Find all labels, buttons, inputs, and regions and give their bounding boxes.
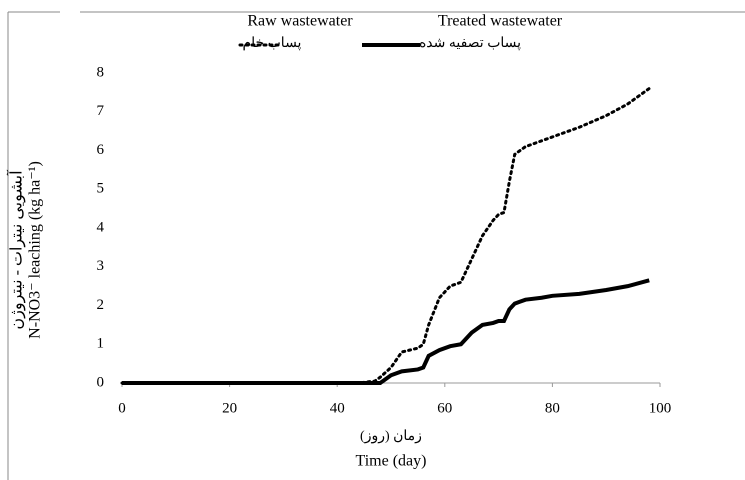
x-tick-label: 60 (437, 400, 452, 416)
y-tick-label: 8 (97, 64, 105, 80)
y-tick-label: 3 (97, 258, 105, 274)
y-tick-label: 1 (97, 336, 105, 352)
x-tick-label: 40 (330, 400, 345, 416)
y-tick-label: 0 (97, 374, 105, 390)
x-tick-label: 20 (222, 400, 237, 416)
legend-label: Treated wastewater (438, 13, 563, 30)
y-axis-label-fa: آبشویی نیترات - نیتروژن (6, 169, 26, 330)
x-axis-label-fa: زمان (روز) (360, 429, 422, 444)
y-tick-label: 6 (97, 142, 105, 158)
y-tick-label: 2 (97, 297, 105, 313)
x-tick-label: 100 (649, 400, 672, 416)
y-tick-label: 7 (97, 103, 105, 119)
legend-label: Raw wastewater (247, 13, 353, 30)
series-line (120, 87, 651, 385)
series-line (122, 278, 650, 385)
x-axis-label: Time (day) (356, 453, 427, 470)
x-tick-label: 0 (118, 400, 126, 416)
x-tick-label: 80 (545, 400, 560, 416)
y-tick-label: 5 (97, 181, 105, 197)
y-tick-label: 4 (97, 219, 105, 235)
y-axis-label: N-NO3⁻ leaching (kg ha⁻¹) (27, 161, 44, 339)
legend-label-fa: پساب تصفیه شده (419, 36, 521, 51)
